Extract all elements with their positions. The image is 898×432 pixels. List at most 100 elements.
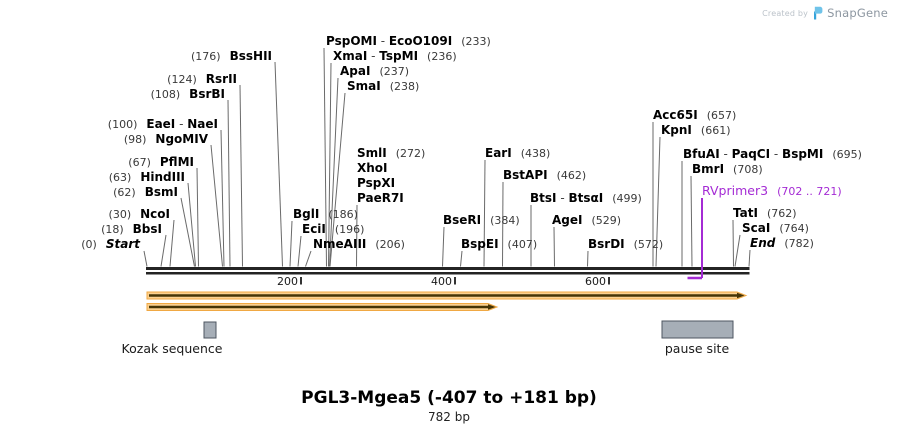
site-label-NcoI[interactable]: (30) NcoI [108, 208, 170, 222]
primer-label-RVprimer3[interactable]: RVprimer3 (702 .. 721) [702, 184, 842, 198]
enzyme-name: SmaI [347, 79, 381, 93]
site-position: (63) [108, 171, 132, 184]
site-connector-RsrII [239, 84, 243, 267]
site-label-XmaI-TspMI[interactable]: XmaI - TspMI (236) [333, 49, 457, 64]
site-position: (238) [389, 80, 420, 93]
site-label-KpnI[interactable]: KpnI (661) [661, 124, 731, 138]
site-label-BsrBI[interactable]: (108) BsrBI [150, 88, 225, 102]
site-position: (661) [700, 124, 731, 137]
enzyme-name: BsrDI [588, 237, 625, 251]
enzyme-name: BtsαI [568, 191, 604, 205]
enzyme-name: BspMI [782, 147, 824, 161]
site-position: (702 .. 721) [777, 185, 842, 198]
site-label-BsmI[interactable]: (62) BsmI [113, 185, 178, 200]
site-label-PaeR7I[interactable]: PaeR7I [357, 192, 404, 205]
enzyme-name: HindIII [140, 170, 185, 184]
site-connector-EciI [297, 235, 302, 267]
ruler-tick-label-600: 600 [585, 275, 606, 288]
site-label-EciI[interactable]: EciI (196) [302, 222, 364, 237]
site-connector-NmeAIII [305, 250, 312, 267]
site-label-ApaI[interactable]: ApaI (237) [340, 64, 410, 79]
site-position: (0) [81, 238, 97, 251]
site-position: (657) [706, 109, 737, 122]
site-label-PspOMI-EcoO109I[interactable]: PspOMI - EcoO109I (233) [326, 34, 491, 49]
site-label-BbsI[interactable]: (18) BbsI [101, 222, 162, 237]
ruler-tick-label-200: 200 [277, 275, 298, 288]
site-label-NgoMIV[interactable]: (98) NgoMIV [123, 132, 208, 147]
name-separator: - [367, 49, 380, 63]
site-connector-BspEI [460, 250, 463, 267]
site-label-BtsI-Bts-I[interactable]: BtsI - BtsαI (499) [530, 191, 642, 206]
enzyme-name: End [750, 236, 776, 250]
site-connector-NcoI [169, 219, 175, 267]
site-label-XhoI[interactable]: XhoI [357, 162, 388, 175]
site-label-BstAPI[interactable]: BstAPI (462) [503, 169, 586, 183]
site-label-NmeAIII[interactable]: NmeAIII (206) [313, 238, 405, 252]
site-label-HindIII[interactable]: (63) HindIII [108, 170, 185, 185]
site-position: (499) [612, 192, 642, 205]
site-label-ScaI[interactable]: ScaI (764) [742, 222, 809, 236]
site-connector-EarI [483, 159, 486, 267]
site-connector-PaeR7I [356, 204, 358, 267]
site-label-Start[interactable]: (0) Start [81, 238, 140, 252]
site-position: (237) [379, 65, 410, 78]
enzyme-name: RsrII [205, 72, 237, 86]
construct-arrow-insert-head [488, 304, 496, 310]
feature-box-pause-site[interactable] [661, 320, 734, 339]
site-connector-PspOMI-EcoO109I [323, 47, 327, 267]
title-block: PGL3-Mgea5 (-407 to +181 bp) 782 bp [0, 388, 898, 425]
site-label-RsrII[interactable]: (124) RsrII [167, 72, 237, 87]
site-label-BmrI[interactable]: BmrI (708) [692, 162, 763, 177]
enzyme-name: EaeI [146, 117, 176, 131]
enzyme-name: EarI [485, 146, 512, 160]
site-connector-PflMI [196, 167, 199, 267]
site-label-BssHII[interactable]: (176) BssHII [191, 50, 272, 64]
enzyme-name: EcoO109I [388, 34, 453, 48]
site-label-EaeI-NaeI[interactable]: (100) EaeI - NaeI [108, 117, 218, 132]
snapgene-brand-text: SnapGene [827, 6, 888, 20]
site-position: (695) [832, 148, 862, 161]
site-label-Acc65I[interactable]: Acc65I (657) [653, 109, 737, 123]
enzyme-name: NgoMIV [155, 132, 208, 146]
site-label-BglI[interactable]: BglI (186) [293, 208, 358, 222]
created-by-text: Created by [762, 8, 809, 18]
site-connector-End [748, 249, 751, 267]
enzyme-name: BmrI [692, 162, 725, 176]
enzyme-name: PspXI [357, 176, 396, 190]
enzyme-name: PaqCI [731, 147, 771, 161]
site-label-PspXI[interactable]: PspXI [357, 177, 395, 190]
site-label-SmaI[interactable]: SmaI (238) [347, 79, 420, 94]
enzyme-name: EciI [302, 222, 326, 236]
site-label-PflMI[interactable]: (67) PflMI [128, 155, 194, 170]
site-label-End[interactable]: End (782) [750, 236, 814, 251]
feature-label-Kozak-sequence: Kozak sequence [121, 341, 223, 356]
site-label-EarI[interactable]: EarI (438) [485, 146, 550, 161]
site-label-BfuAI-PaqCI-BspMI[interactable]: BfuAI - PaqCI - BspMI (695) [683, 147, 862, 162]
construct-title: PGL3-Mgea5 (-407 to +181 bp) [301, 388, 597, 408]
site-connector-BseRI [442, 226, 445, 267]
site-connector-ApaI [329, 77, 339, 267]
enzyme-name: ApaI [340, 64, 371, 78]
site-label-AgeI[interactable]: AgeI (529) [552, 214, 621, 228]
site-label-BseRI[interactable]: BseRI (384) [443, 214, 520, 228]
site-position: (98) [123, 133, 147, 146]
site-position: (18) [101, 223, 124, 236]
site-position: (108) [150, 88, 181, 101]
name-separator: - [376, 34, 389, 48]
site-label-SmlI[interactable]: SmlI (272) [357, 147, 426, 161]
site-connector-SmaI [329, 92, 346, 267]
enzyme-name: BbsI [132, 222, 162, 236]
site-label-BspEI[interactable]: BspEI (407) [461, 238, 537, 252]
site-label-TatI[interactable]: TatI (762) [733, 207, 797, 221]
enzyme-name: PflMI [159, 155, 194, 169]
site-position: (30) [108, 208, 132, 221]
site-position: (762) [766, 207, 797, 220]
construct-length: 782 bp [428, 410, 470, 424]
enzyme-name: BsmI [144, 185, 178, 199]
site-position: (272) [395, 147, 426, 160]
feature-box-Kozak-sequence[interactable] [203, 321, 217, 339]
site-label-BsrDI[interactable]: BsrDI (572) [588, 237, 663, 252]
site-connector-BsrDI [587, 250, 589, 267]
site-connector-ScaI [734, 234, 741, 267]
